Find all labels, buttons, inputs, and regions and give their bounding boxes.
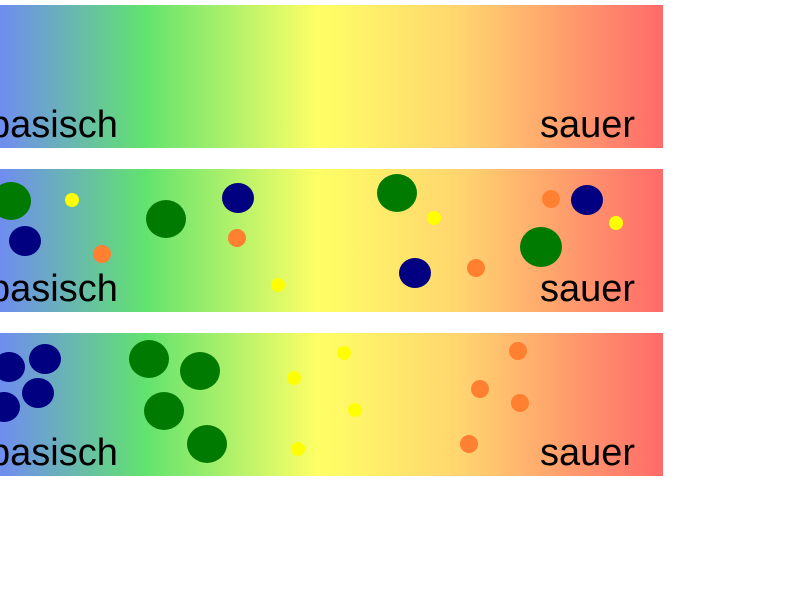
green-particle — [144, 392, 184, 430]
yellow-particle — [337, 346, 351, 360]
basic-label: basisch — [0, 432, 118, 474]
orange-particle — [93, 245, 111, 263]
green-particle — [0, 182, 31, 220]
navy-particle — [0, 392, 20, 422]
orange-particle — [542, 190, 560, 208]
yellow-particle — [287, 371, 301, 385]
yellow-particle — [291, 442, 305, 456]
navy-particle — [222, 183, 254, 213]
orange-particle — [471, 380, 489, 398]
ph-scale-band-mixed: basisch sauer — [0, 169, 663, 312]
ph-scale-band-empty: basisch sauer — [0, 5, 663, 148]
yellow-particle — [427, 211, 441, 225]
orange-particle — [467, 259, 485, 277]
basic-label: basisch — [0, 268, 118, 310]
navy-particle — [399, 258, 431, 288]
orange-particle — [509, 342, 527, 360]
orange-particle — [460, 435, 478, 453]
acidic-label: sauer — [539, 104, 635, 146]
navy-particle — [29, 344, 61, 374]
navy-particle — [22, 378, 54, 408]
green-particle — [520, 227, 562, 267]
yellow-particle — [65, 193, 79, 207]
navy-particle — [0, 352, 25, 382]
green-particle — [377, 174, 417, 212]
yellow-particle — [271, 278, 285, 292]
yellow-particle — [348, 403, 362, 417]
basic-label: basisch — [0, 104, 118, 146]
green-particle — [180, 352, 220, 390]
green-particle — [187, 425, 227, 463]
acidic-label: sauer — [539, 268, 635, 310]
orange-particle — [511, 394, 529, 412]
navy-particle — [9, 226, 41, 256]
particle-layer — [0, 174, 623, 292]
navy-particle — [571, 185, 603, 215]
green-particle — [146, 200, 186, 238]
green-particle — [129, 340, 169, 378]
orange-particle — [228, 229, 246, 247]
particle-layer — [0, 340, 529, 463]
acidic-label: sauer — [539, 432, 635, 474]
yellow-particle — [609, 216, 623, 230]
ph-scale-band-sorted: basisch sauer — [0, 333, 663, 476]
